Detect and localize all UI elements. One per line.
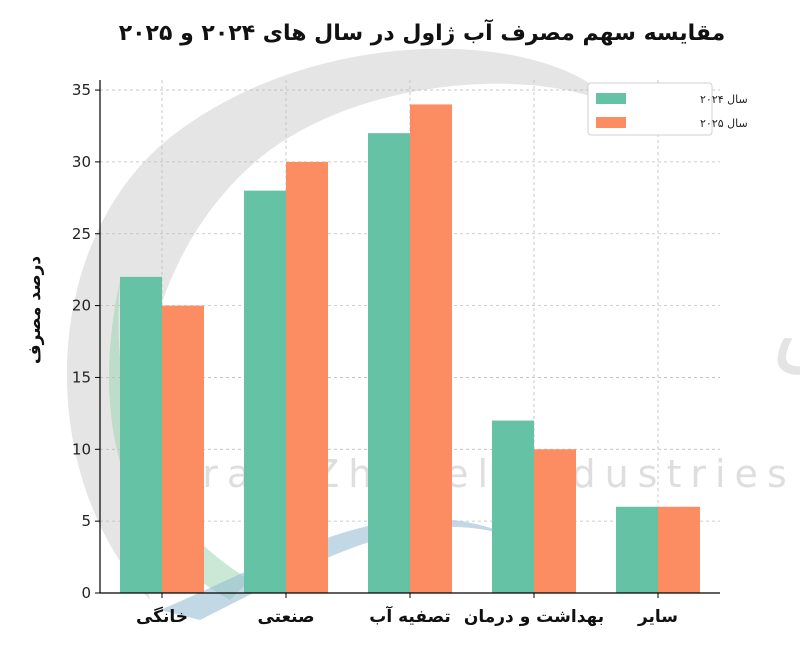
y-tick-label: 5	[81, 512, 91, 530]
x-tick-label: بهداشت و درمان	[464, 607, 604, 627]
bar-2024-4	[616, 506, 658, 593]
bars	[120, 104, 700, 594]
watermark-persian-text: شرکت صنایع ژاول ایران	[770, 275, 800, 383]
watermark-swoosh-blue	[160, 518, 520, 620]
bar-2024-3	[492, 420, 534, 593]
y-tick-label: 25	[72, 225, 91, 243]
y-tick-label: 0	[81, 584, 91, 602]
x-tick-label: تصفیه آب	[369, 605, 450, 627]
bar-2024-2	[368, 133, 410, 593]
x-tick-label: سایر	[637, 607, 678, 627]
y-tick-label: 15	[72, 368, 91, 386]
legend-swatch-2025	[596, 117, 626, 128]
bar-2024-1	[244, 190, 286, 593]
watermark-swoosh-gray	[66, 48, 620, 600]
x-tick-label: خانگی	[136, 606, 188, 627]
bar-2025-2	[410, 104, 452, 594]
y-tick-label: 20	[72, 297, 91, 315]
y-tick-label: 30	[72, 153, 91, 171]
y-axis-label: درصد مصرف	[25, 256, 45, 365]
chart-title: مقایسه سهم مصرف آب ژاول در سال های ۲۰۲۴ …	[119, 18, 726, 46]
y-tick-label: 10	[72, 440, 91, 458]
bar-2025-0	[162, 305, 204, 593]
bar-2024-0	[120, 276, 162, 593]
x-tick-label: صنعتی	[257, 607, 314, 627]
legend-swatch-2024	[596, 93, 626, 104]
y-tick-label: 35	[72, 81, 91, 99]
bar-2025-3	[534, 449, 576, 593]
bar-2025-1	[286, 161, 328, 593]
x-tick-labels: خانگی صنعتی تصفیه آب بهداشت و درمان سایر	[136, 593, 678, 627]
legend-label-2024: سال ۲۰۲۴	[700, 93, 748, 106]
y-ticks: 0 5 10 15 20 25 30 35	[72, 81, 100, 602]
legend-label-2025: سال ۲۰۲۵	[700, 117, 748, 130]
legend: سال ۲۰۲۴ سال ۲۰۲۵	[587, 82, 748, 136]
bar-2025-4	[658, 506, 700, 593]
